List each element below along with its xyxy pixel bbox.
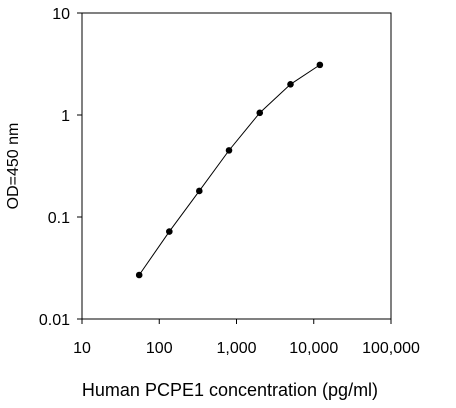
data-point <box>196 187 203 195</box>
y-tick-label: 0.01 <box>39 312 70 329</box>
data-series <box>135 61 324 279</box>
x-axis-title: Human PCPE1 concentration (pg/ml) <box>82 380 378 400</box>
x-tick-label: 10,000 <box>289 340 338 357</box>
data-point <box>316 61 324 69</box>
data-point <box>166 228 173 235</box>
y-axis-title: OD=450 nm <box>5 123 22 210</box>
x-axis-ticks: 10 100 1,000 10,000 100,000 <box>73 319 420 357</box>
y-axis-ticks: 0.01 0.1 1 10 <box>39 6 82 329</box>
y-tick-label: 1 <box>61 108 70 125</box>
x-tick-label: 1,000 <box>216 340 256 357</box>
plot-frame <box>81 12 392 320</box>
x-tick-label: 100,000 <box>362 340 420 357</box>
data-point <box>135 271 143 279</box>
data-point <box>287 80 294 88</box>
y-tick-label: 10 <box>52 6 70 23</box>
y-tick-label: 0.1 <box>48 210 70 227</box>
x-tick-label: 100 <box>146 340 173 357</box>
series-line <box>138 64 321 276</box>
x-tick-label: 10 <box>73 340 91 357</box>
data-point <box>225 147 233 154</box>
data-point <box>256 109 264 117</box>
